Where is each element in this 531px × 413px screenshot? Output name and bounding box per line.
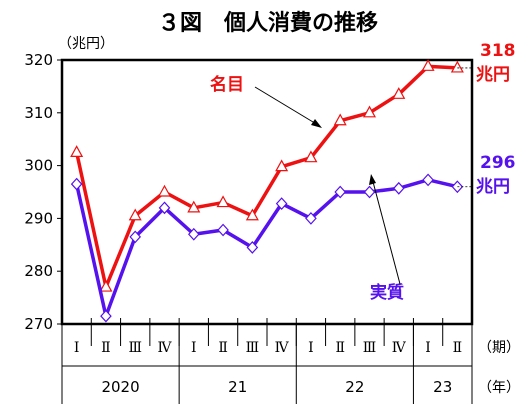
y-axis-unit: （兆円） [58, 36, 114, 52]
x-tick-label: Ⅰ [74, 340, 80, 356]
data-point-nominal [333, 113, 347, 126]
x-tick-label: Ⅱ [453, 340, 463, 356]
x-tick-label: Ⅰ [425, 340, 431, 356]
data-point-real [275, 197, 288, 211]
x-tick-label: Ⅰ [308, 340, 314, 356]
data-point-real [158, 201, 171, 215]
series-layer [70, 59, 472, 323]
y-axis-ticks: 270 280 290 300 310 320 [24, 51, 62, 333]
data-point-real [246, 241, 259, 254]
data-point-real [392, 181, 405, 195]
data-point-real [334, 185, 347, 199]
x-tick-label: Ⅳ [158, 340, 173, 356]
data-point-real [305, 212, 317, 225]
real-annotation: 実質 [370, 282, 404, 303]
data-point-nominal [157, 184, 172, 197]
x-tick-label: Ⅱ [335, 340, 345, 356]
nominal-end-value: 318 [480, 41, 516, 61]
x-tick-label: Ⅲ [246, 340, 260, 356]
data-point-nominal [304, 150, 318, 163]
year-label: 2020 [101, 378, 139, 396]
real-end-unit: 兆円 [476, 177, 510, 197]
real-annotation-arrowhead [369, 174, 376, 185]
y-tick-label: 290 [24, 209, 53, 227]
x-tick-label: Ⅰ [191, 340, 197, 356]
data-point-nominal [421, 59, 435, 71]
data-point-real [70, 177, 83, 191]
year-label: 21 [228, 378, 247, 396]
data-point-nominal [99, 279, 113, 292]
data-point-nominal [450, 60, 464, 73]
x-tick-label: Ⅱ [101, 340, 111, 356]
real-end-value: 296 [480, 153, 516, 173]
data-point-nominal [245, 208, 259, 221]
period-unit-label: （期） [478, 340, 520, 356]
real-annotation-arrow [371, 177, 401, 285]
year-unit-label: （年） [478, 380, 520, 396]
data-point-nominal [275, 159, 289, 172]
y-tick-label: 320 [24, 51, 53, 69]
x-tick-label: Ⅳ [392, 340, 407, 356]
data-point-nominal [187, 200, 201, 213]
x-tick-label: Ⅳ [275, 340, 290, 356]
data-point-real [129, 230, 142, 244]
data-point-nominal [362, 105, 377, 118]
y-tick-label: 270 [24, 315, 53, 333]
data-point-nominal [216, 195, 230, 208]
chart-title: ３図 個人消費の推移 [158, 10, 378, 36]
x-tick-label: Ⅲ [128, 340, 142, 356]
data-point-real [100, 309, 112, 323]
nominal-end-unit: 兆円 [476, 65, 510, 85]
data-point-real [217, 223, 229, 237]
x-tick-label: Ⅱ [218, 340, 228, 356]
data-point-real [187, 227, 200, 241]
data-point-real [363, 185, 376, 199]
data-point-nominal [128, 208, 142, 221]
year-label: 23 [433, 378, 452, 396]
data-point-nominal [70, 145, 84, 157]
y-tick-label: 280 [24, 262, 53, 280]
nominal-annotation-arrowhead [311, 119, 322, 128]
nominal-annotation: 名目 [210, 74, 244, 95]
y-tick-label: 310 [24, 104, 53, 122]
data-point-nominal [392, 87, 406, 99]
year-label: 22 [345, 378, 364, 396]
x-tick-label: Ⅲ [363, 340, 377, 356]
data-point-real [422, 173, 434, 187]
nominal-annotation-arrow [254, 86, 319, 126]
y-tick-label: 300 [24, 157, 53, 175]
